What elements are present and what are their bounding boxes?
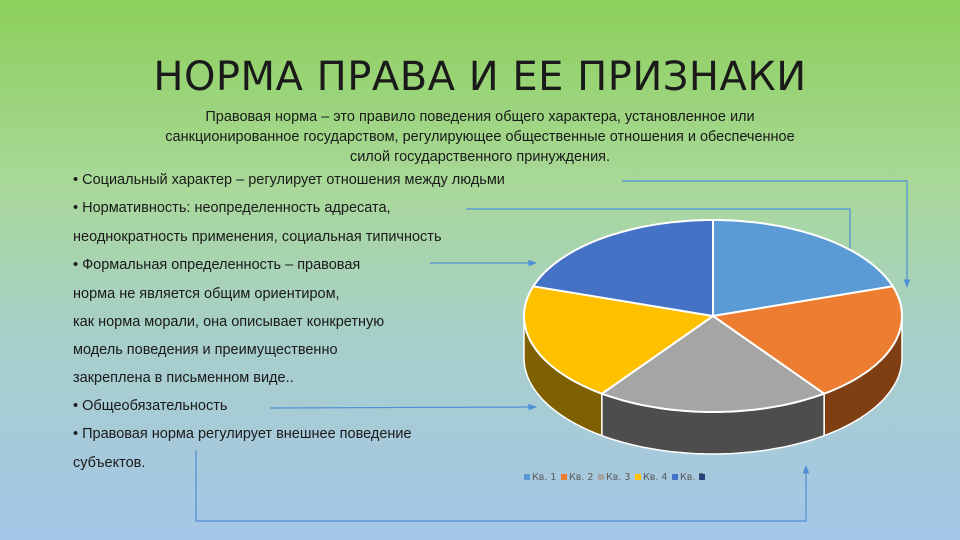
legend-swatch-3 — [598, 474, 604, 480]
legend-swatch-4 — [635, 474, 641, 480]
connector-line-social — [622, 180, 911, 288]
legend-label-4: Кв. 4 — [643, 472, 667, 483]
definition-line: Правовая норма – это правило поведения о… — [205, 109, 755, 125]
connector-line-normativity — [466, 208, 851, 252]
legend-label-2: Кв. 2 — [569, 472, 593, 483]
legend-swatch-2 — [561, 474, 567, 480]
chart-legend: Кв. 1 Кв. 2 Кв. 3 Кв. 4 Кв. 5 — [524, 472, 705, 483]
connector-line-bottom — [195, 450, 810, 522]
connector-line-obligatory — [269, 403, 537, 411]
definition-line: силой государственного принуждения. — [349, 149, 611, 165]
legend-label-1: Кв. 1 — [532, 472, 556, 483]
bullet-formal-cont-3: модель поведения и преимущественно — [73, 342, 338, 358]
definition-line: санкционированное государством, регулиру… — [165, 129, 795, 145]
bullet-normativity: • Нормативность: неопределенность адреса… — [73, 200, 391, 216]
pie-slice-1 — [712, 219, 894, 317]
legend-swatch-extra — [699, 474, 705, 480]
bullet-social-character: • Социальный характер – регулирует отнош… — [73, 172, 505, 188]
bullet-normativity-cont: неоднократность применения, социальная т… — [73, 229, 442, 245]
bullet-formal-cont-2: как норма морали, она описывает конкретн… — [73, 314, 385, 330]
pie-slice-5 — [532, 219, 714, 317]
bullet-external-behavior: • Правовая норма регулирует внешнее пове… — [73, 426, 412, 442]
bullet-external-behavior-cont: субъектов. — [73, 455, 146, 471]
pie-slices — [523, 219, 903, 455]
legend-label-5: Кв. 5 — [680, 472, 704, 483]
legend-swatch-1 — [524, 474, 530, 480]
bullet-formal-cont-4: закреплена в письменном виде.. — [73, 370, 294, 386]
legend-swatch-5 — [672, 474, 678, 480]
bullet-formal-definiteness: • Формальная определенность – правовая — [73, 257, 361, 273]
definition-text: Правовая норма – это правило поведения о… — [70, 107, 890, 167]
pie-slice-3 — [600, 315, 826, 413]
legend-label-3: Кв. 3 — [606, 472, 630, 483]
page-title: НОРМА ПРАВА И ЕЕ ПРИЗНАКИ — [153, 54, 807, 100]
connector-lines — [195, 180, 911, 522]
pie-slice-4 — [523, 285, 714, 395]
bullet-obligatory: • Общеобязательность — [73, 398, 228, 414]
bullet-formal-cont-1: норма не является общим ориентиром, — [73, 286, 340, 302]
pie-slice-2 — [712, 285, 903, 395]
